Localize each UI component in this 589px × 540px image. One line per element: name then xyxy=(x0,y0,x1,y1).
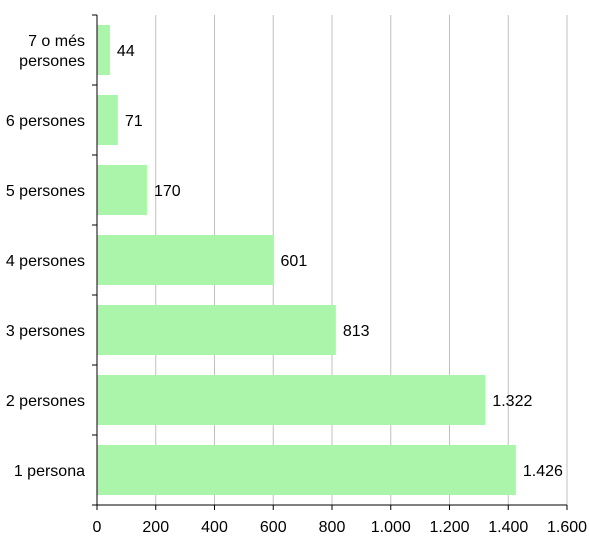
category-label: 3 persones xyxy=(6,323,85,340)
x-tick-label: 1.400 xyxy=(488,519,528,536)
x-tick-label: 800 xyxy=(319,519,346,536)
tick-marks xyxy=(92,14,568,510)
bar xyxy=(97,25,110,75)
data-label: 170 xyxy=(154,183,181,200)
category-label: 2 persones xyxy=(6,393,85,410)
bars xyxy=(97,25,516,495)
data-label: 1.426 xyxy=(523,463,563,480)
bar xyxy=(97,235,274,285)
category-label: 6 persones xyxy=(6,113,85,130)
x-tick-label: 1.000 xyxy=(371,519,411,536)
x-tick-labels: 0 200 400 600 800 1.000 1.200 1.400 1.600 xyxy=(93,519,588,536)
category-label: 1 persona xyxy=(14,463,85,480)
x-tick-label: 1.600 xyxy=(547,519,587,536)
data-label: 813 xyxy=(343,323,370,340)
data-label: 44 xyxy=(117,43,135,60)
category-label: 7 o més persones xyxy=(19,33,85,70)
bar xyxy=(97,95,118,145)
category-label: 4 persones xyxy=(6,253,85,270)
x-tick-label: 400 xyxy=(201,519,228,536)
category-labels: 1 persona 2 persones 3 persones 4 persones 5… xyxy=(6,33,85,480)
bar xyxy=(97,305,336,355)
x-tick-label: 1.200 xyxy=(429,519,469,536)
bar xyxy=(97,165,147,215)
x-tick-label: 600 xyxy=(260,519,287,536)
data-labels: 1.426 1.322 813 601 170 71 44 xyxy=(117,43,563,480)
x-tick-label: 0 xyxy=(93,519,102,536)
x-tick-label: 200 xyxy=(142,519,169,536)
bar xyxy=(97,375,486,425)
data-label: 1.322 xyxy=(492,393,532,410)
category-label: 5 persones xyxy=(6,183,85,200)
bar xyxy=(97,445,516,495)
data-label: 71 xyxy=(125,113,143,130)
data-label: 601 xyxy=(281,253,308,270)
